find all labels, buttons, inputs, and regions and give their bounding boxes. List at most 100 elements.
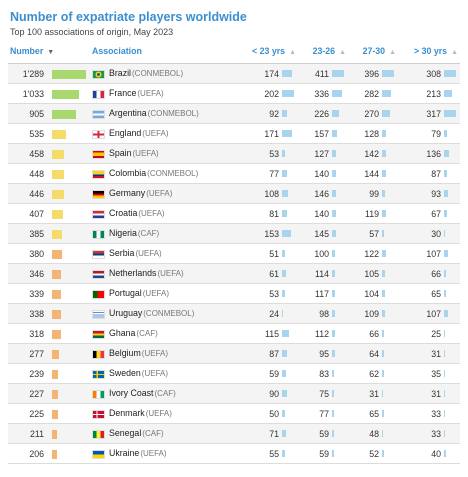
age-value-a23_26: 77 xyxy=(319,408,329,419)
serbia-flag-icon xyxy=(92,249,105,259)
age-value-u23: 108 xyxy=(264,188,279,199)
triangle-up-icon: ▲ xyxy=(289,49,296,56)
confederation-label: (UEFA) xyxy=(132,149,159,159)
table-row[interactable]: 338 Uruguay(CONMEBOL) 24 98 109 107 xyxy=(8,303,460,324)
age-bar-u23 xyxy=(282,290,285,297)
country-name[interactable]: Ghana xyxy=(109,328,136,339)
column-header-o30[interactable]: > 30 yrs ▲ xyxy=(398,44,460,64)
confederation-label: (CONMEBOL) xyxy=(147,169,199,179)
column-header-27-30[interactable]: 27-30 ▲ xyxy=(348,44,398,64)
country-name[interactable]: Sweden xyxy=(109,368,141,379)
age-value-a23_26: 59 xyxy=(319,428,329,439)
country-name[interactable]: Portugal xyxy=(109,288,142,299)
age-bar-a27_30 xyxy=(382,330,384,337)
country-name[interactable]: Germany xyxy=(109,188,146,199)
table-row[interactable]: 535 England(UEFA) 171 157 128 79 xyxy=(8,123,460,144)
column-header-number[interactable]: Number ▼ xyxy=(8,44,54,64)
column-header-association[interactable]: Association xyxy=(90,44,238,64)
table-row[interactable]: 227 Ivory Coast(CAF) 90 75 31 31 xyxy=(8,383,460,404)
age-value-a27_30: 64 xyxy=(369,348,379,359)
page-subtitle: Top 100 associations of origin, May 2023 xyxy=(10,27,174,37)
age-value-a27_30: 65 xyxy=(369,408,379,419)
total-value: 458 xyxy=(8,143,50,164)
confederation-label: (UEFA) xyxy=(141,349,169,359)
table-row[interactable]: 380 Serbia(UEFA) 51 100 122 107 xyxy=(8,243,460,264)
table-row[interactable]: 446 Germany(UEFA) 108 146 99 93 xyxy=(8,183,460,204)
country-name[interactable]: Belgium xyxy=(109,348,141,359)
table-row[interactable]: 211 Senegal(CAF) 71 59 48 33 xyxy=(8,423,460,444)
table-row[interactable]: 458 Spain(UEFA) 53 127 142 136 xyxy=(8,143,460,164)
column-header-23-26[interactable]: 23-26 ▲ xyxy=(298,44,348,64)
age-bar-a23_26 xyxy=(332,390,334,397)
association-cell: Spain(UEFA) xyxy=(90,143,238,164)
country-name[interactable]: Serbia xyxy=(109,248,135,259)
age-bar-a23_26 xyxy=(332,270,335,277)
confederation-label: (CONMEBOL) xyxy=(132,69,184,79)
table-row[interactable]: 448 Colombia(CONMEBOL) 77 140 144 87 xyxy=(8,163,460,184)
country-name[interactable]: Denmark xyxy=(109,408,145,419)
age-bar-o30 xyxy=(444,210,447,217)
table-row[interactable]: 339 Portugal(UEFA) 53 117 104 65 xyxy=(8,283,460,304)
country-name[interactable]: Brazil xyxy=(109,68,131,79)
age-bar-u23 xyxy=(282,250,285,257)
expatriate-table: Number ▼ Association < 23 yrs ▲ 23-26 ▲ 27-… xyxy=(8,44,460,464)
sweden-flag-icon xyxy=(92,369,105,379)
column-header-u23[interactable]: < 23 yrs ▲ xyxy=(238,44,298,64)
total-value: 206 xyxy=(8,443,50,464)
table-row[interactable]: 905 Argentina(CONMEBOL) 92 226 270 317 xyxy=(8,103,460,124)
age-value-u23: 53 xyxy=(269,148,279,159)
age-value-o30: 67 xyxy=(431,208,441,219)
country-name[interactable]: Spain xyxy=(109,148,132,159)
argentina-flag-icon xyxy=(92,109,105,119)
table-row[interactable]: 407 Croatia(UEFA) 81 140 119 67 xyxy=(8,203,460,224)
age-bar-a27_30 xyxy=(382,310,385,317)
age-value-o30: 308 xyxy=(426,68,441,79)
total-value: 535 xyxy=(8,123,50,144)
table-header-row: Number ▼ Association < 23 yrs ▲ 23-26 ▲ 27-… xyxy=(8,44,460,64)
total-bar xyxy=(52,429,57,439)
country-name[interactable]: Netherlands xyxy=(109,268,157,279)
table-row[interactable]: 318 Ghana(CAF) 115 112 66 25 xyxy=(8,323,460,344)
age-bar-o30 xyxy=(444,230,445,237)
age-bar-o30 xyxy=(444,150,449,157)
age-bar-a23_26 xyxy=(332,210,336,217)
age-value-u23: 87 xyxy=(269,348,279,359)
country-name[interactable]: Uruguay xyxy=(109,308,143,319)
age-value-u23: 92 xyxy=(269,108,279,119)
age-bar-a23_26 xyxy=(332,430,334,437)
total-value: 1'033 xyxy=(8,83,50,104)
table-row[interactable]: 1'289 Brazil(CONMEBOL) 174 411 396 308 xyxy=(8,63,460,84)
country-name[interactable]: Ukraine xyxy=(109,448,140,459)
triangle-up-icon: ▲ xyxy=(451,49,458,56)
age-value-o30: 25 xyxy=(431,328,441,339)
table-row[interactable]: 277 Belgium(UEFA) 87 95 64 31 xyxy=(8,343,460,364)
country-name[interactable]: Senegal xyxy=(109,428,142,439)
age-value-u23: 53 xyxy=(269,288,279,299)
total-value: 225 xyxy=(8,403,50,424)
country-name[interactable]: England xyxy=(109,128,142,139)
total-value: 338 xyxy=(8,303,50,324)
country-name[interactable]: Ivory Coast xyxy=(109,388,154,399)
table-row[interactable]: 1'033 France(UEFA) 202 336 282 213 xyxy=(8,83,460,104)
belgium-flag-icon xyxy=(92,349,105,359)
table-row[interactable]: 239 Sweden(UEFA) 59 83 62 35 xyxy=(8,363,460,384)
association-cell: Argentina(CONMEBOL) xyxy=(90,103,238,124)
confederation-label: (UEFA) xyxy=(142,289,169,299)
age-bar-u23 xyxy=(282,390,287,397)
netherlands-flag-icon xyxy=(92,269,105,279)
ivory-coast-flag-icon xyxy=(92,389,105,399)
table-row[interactable]: 346 Netherlands(UEFA) 61 114 105 66 xyxy=(8,263,460,284)
country-name[interactable]: Nigeria xyxy=(109,228,137,239)
total-value: 318 xyxy=(8,323,50,344)
country-name[interactable]: France xyxy=(109,88,137,99)
age-value-o30: 30 xyxy=(431,228,441,239)
table-row[interactable]: 225 Denmark(UEFA) 50 77 65 33 xyxy=(8,403,460,424)
table-row[interactable]: 385 Nigeria(CAF) 153 145 57 30 xyxy=(8,223,460,244)
age-value-a27_30: 48 xyxy=(369,428,379,439)
table-row[interactable]: 206 Ukraine(UEFA) 55 59 52 40 xyxy=(8,443,460,464)
country-name[interactable]: Colombia xyxy=(109,168,147,179)
country-name[interactable]: Croatia xyxy=(109,208,138,219)
total-value: 407 xyxy=(8,203,50,224)
country-name[interactable]: Argentina xyxy=(109,108,147,119)
association-cell: Uruguay(CONMEBOL) xyxy=(90,303,238,324)
